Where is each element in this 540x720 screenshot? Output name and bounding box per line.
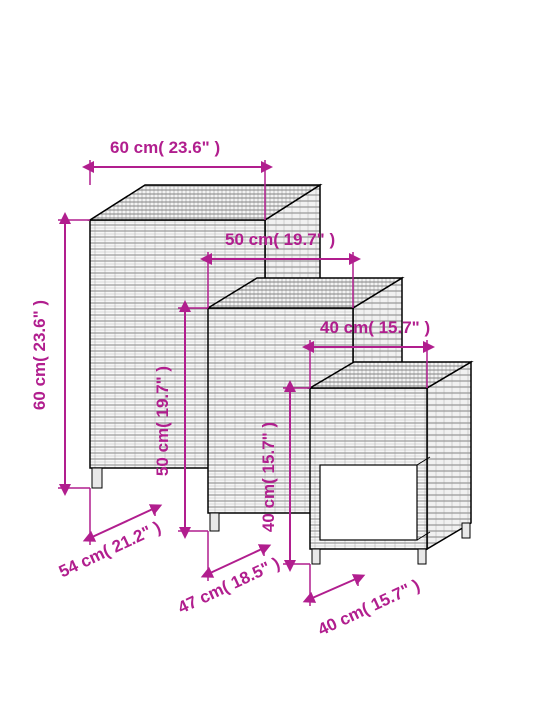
dim-small-height: 40 cm( 15.7" ) [259, 422, 279, 532]
diagram-svg [0, 0, 540, 720]
dim-large-height: 60 cm( 23.6" ) [30, 300, 50, 410]
dim-medium-width: 50 cm( 19.7" ) [225, 230, 335, 250]
dim-large-width: 60 cm( 23.6" ) [110, 138, 220, 158]
table-small [310, 362, 471, 564]
dim-medium-height: 50 cm( 19.7" ) [153, 366, 173, 476]
diagram-root: 60 cm( 23.6" ) 50 cm( 19.7" ) 40 cm( 15.… [0, 0, 540, 720]
dim-small-width: 40 cm( 15.7" ) [320, 318, 430, 338]
